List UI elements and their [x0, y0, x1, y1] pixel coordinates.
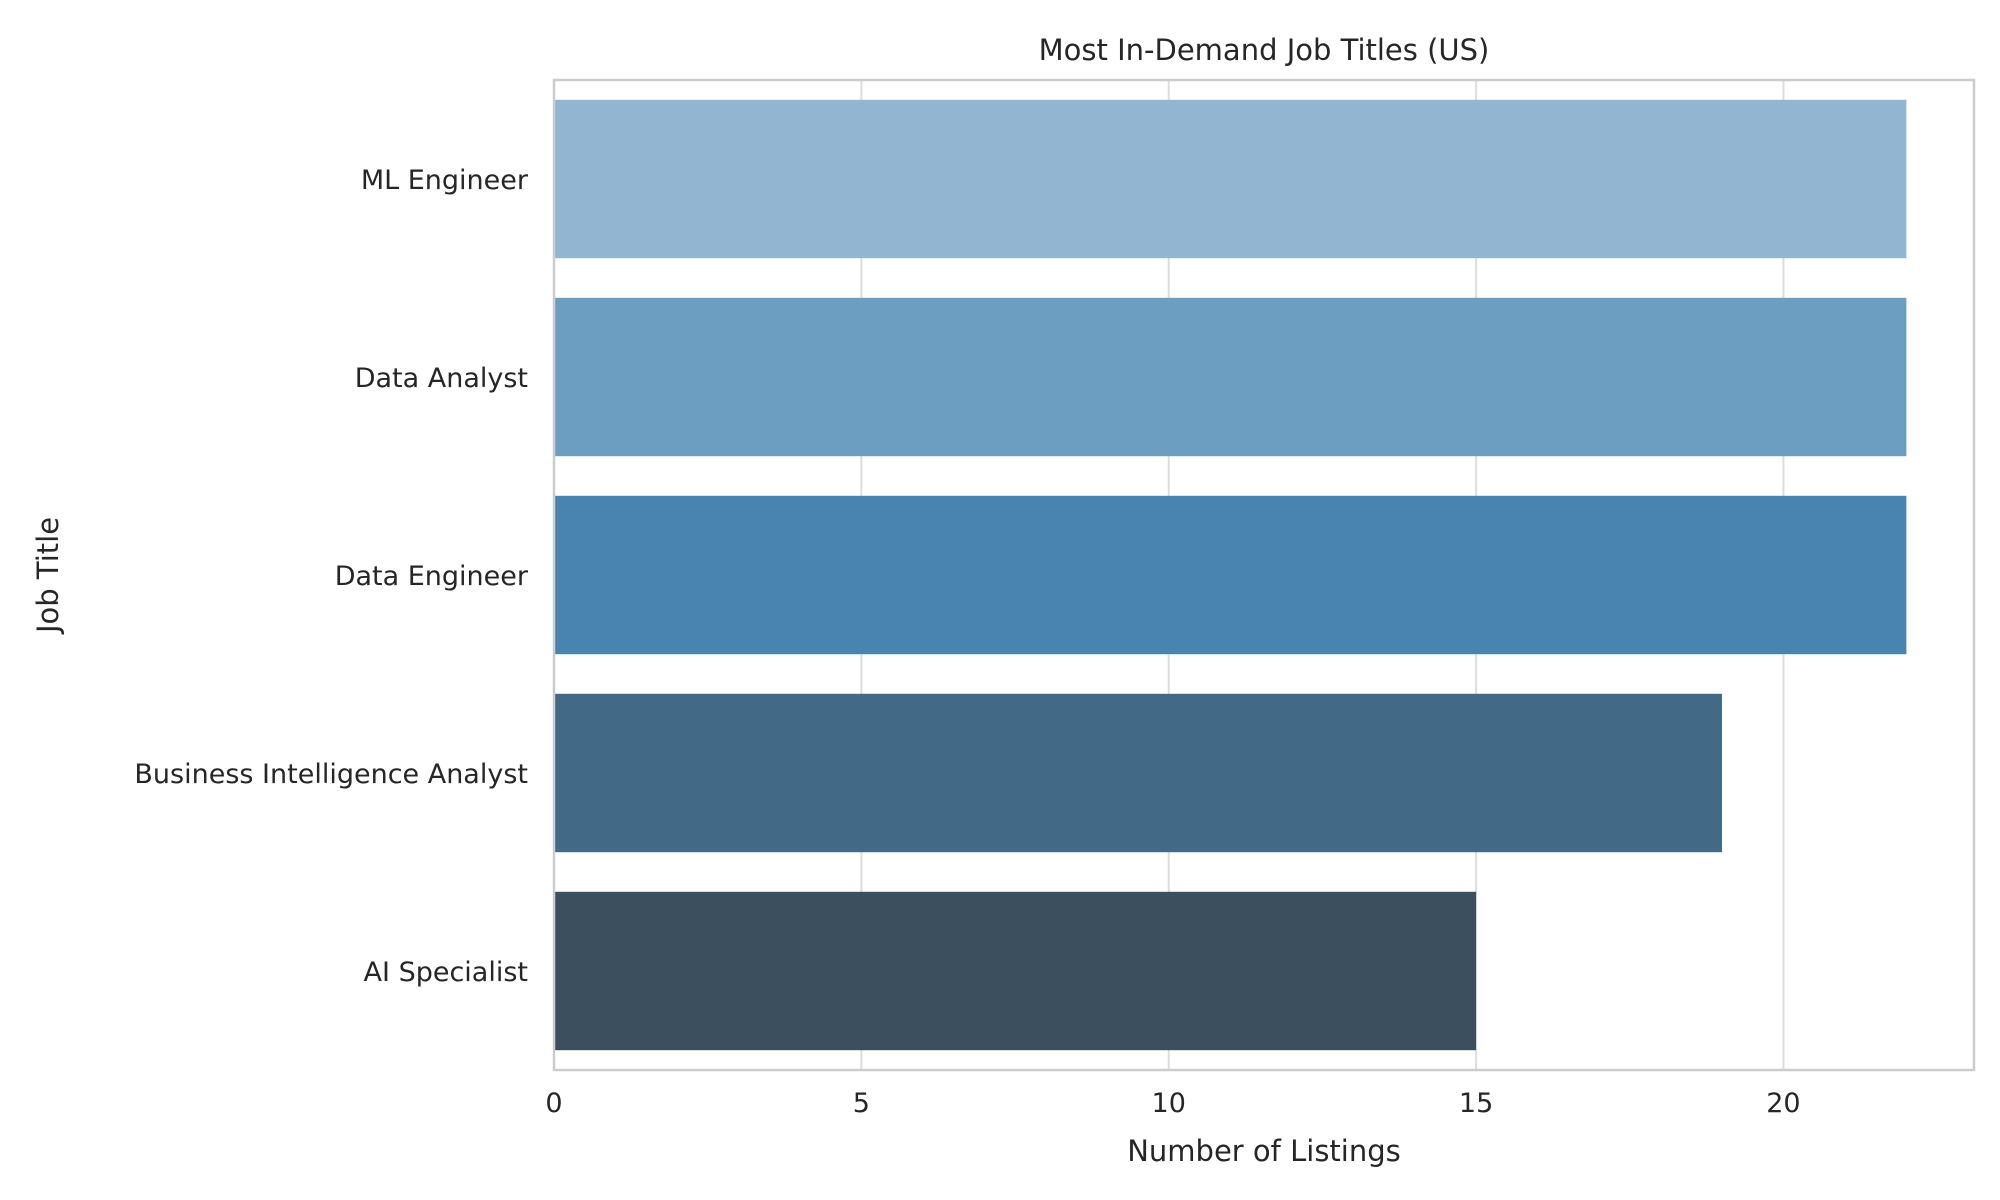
y-tick-label: Data Engineer [335, 561, 529, 592]
chart-title: Most In-Demand Job Titles (US) [1039, 33, 1490, 67]
x-axis-label: Number of Listings [1127, 1134, 1401, 1168]
bars [554, 99, 1907, 1051]
x-tick-labels: 0 5 10 15 20 [545, 1088, 1800, 1119]
bar-ai-specialist [554, 891, 1477, 1051]
plot-frame [552, 78, 1976, 1072]
y-axis-label: Job Title [31, 517, 65, 635]
bar-business-intelligence-analyst [554, 693, 1722, 853]
bar-ml-engineer [554, 99, 1907, 259]
x-tick-label: 0 [545, 1088, 562, 1119]
bar-data-analyst [554, 297, 1907, 457]
x-tick-label: 10 [1152, 1088, 1186, 1119]
y-tick-label: AI Specialist [364, 957, 528, 988]
x-tick-label: 20 [1766, 1088, 1800, 1119]
y-tick-label: Data Analyst [355, 363, 528, 394]
y-tick-label: ML Engineer [361, 165, 529, 196]
y-tick-label: Business Intelligence Analyst [134, 759, 528, 790]
y-tick-labels: ML Engineer Data Analyst Data Engineer Busi… [134, 165, 528, 988]
x-tick-label: 5 [853, 1088, 870, 1119]
bar-data-engineer [554, 495, 1907, 655]
x-tick-label: 15 [1459, 1088, 1493, 1119]
